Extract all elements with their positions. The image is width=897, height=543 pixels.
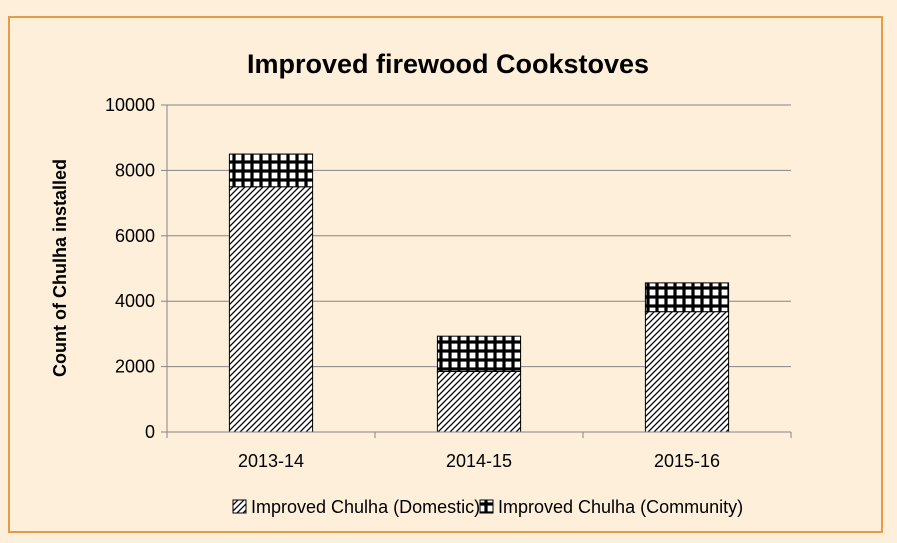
legend: Improved Chulha (Domestic) Improved Chulh…	[232, 497, 743, 517]
legend-swatch-domestic	[232, 499, 247, 514]
legend-swatch-community	[479, 499, 494, 514]
bar-community-2013-14	[228, 153, 314, 188]
x-tick-labels: 2013-14 2014-15 2015-16	[238, 451, 720, 471]
x-tick-label: 2015-16	[654, 451, 720, 471]
bar-community-2014-15	[436, 335, 522, 373]
y-axis-label: Count of Chulha installed	[50, 159, 70, 377]
y-tick-label: 8000	[115, 160, 155, 180]
chart-title: Improved firewood Cookstoves	[247, 49, 649, 79]
bar-domestic-2014-15	[436, 371, 522, 433]
y-tick-label: 0	[145, 422, 155, 442]
axes	[161, 104, 792, 438]
y-tick-label: 10000	[105, 95, 155, 115]
legend-label-domestic: Improved Chulha (Domestic)	[251, 497, 480, 517]
y-tick-label: 6000	[115, 226, 155, 246]
x-tick-label: 2014-15	[446, 451, 512, 471]
chart-frame	[8, 16, 883, 533]
bars	[228, 153, 730, 433]
x-tick-label: 2013-14	[238, 451, 304, 471]
bar-domestic-2015-16	[644, 311, 730, 433]
y-tick-labels: 0 2000 4000 6000 8000 10000	[105, 95, 155, 442]
bar-domestic-2013-14	[228, 186, 314, 433]
y-tick-label: 2000	[115, 357, 155, 377]
legend-label-community: Improved Chulha (Community)	[498, 497, 743, 517]
y-tick-label: 4000	[115, 291, 155, 311]
bar-community-2015-16	[644, 282, 730, 313]
